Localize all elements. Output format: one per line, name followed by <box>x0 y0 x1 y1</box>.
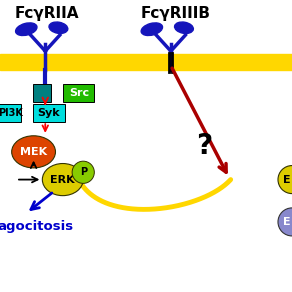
FancyBboxPatch shape <box>0 104 21 122</box>
Bar <box>0 54 292 70</box>
Ellipse shape <box>15 23 37 36</box>
Ellipse shape <box>49 22 68 34</box>
Circle shape <box>278 208 292 236</box>
Text: ?: ? <box>196 132 213 160</box>
Text: P: P <box>80 167 87 177</box>
Text: FcγRIIA: FcγRIIA <box>15 6 79 21</box>
FancyBboxPatch shape <box>33 104 65 122</box>
Ellipse shape <box>42 164 83 196</box>
Text: ERK: ERK <box>51 175 75 185</box>
Text: agocitosis: agocitosis <box>0 220 73 233</box>
Ellipse shape <box>175 22 193 34</box>
Ellipse shape <box>12 136 55 168</box>
Text: E: E <box>283 217 291 227</box>
Ellipse shape <box>141 23 163 36</box>
Text: Syk: Syk <box>38 108 60 118</box>
FancyBboxPatch shape <box>63 84 94 102</box>
Text: PI3K: PI3K <box>0 108 23 118</box>
Circle shape <box>278 166 292 194</box>
Text: Src: Src <box>69 88 89 98</box>
Text: FcγRIIIB: FcγRIIIB <box>140 6 210 21</box>
Text: MEK: MEK <box>20 147 47 157</box>
Circle shape <box>72 161 94 183</box>
FancyBboxPatch shape <box>33 84 51 102</box>
Text: E: E <box>283 175 291 185</box>
